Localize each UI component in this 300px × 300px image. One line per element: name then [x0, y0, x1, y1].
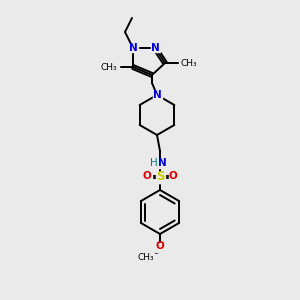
- Text: O: O: [156, 241, 164, 251]
- Bar: [179, 58, 199, 68]
- Bar: [155, 242, 164, 251]
- Text: N: N: [153, 90, 161, 100]
- Text: CH₃: CH₃: [101, 62, 117, 71]
- Bar: [151, 44, 160, 52]
- Text: O: O: [169, 171, 177, 181]
- Bar: [155, 172, 164, 181]
- Text: CH₃: CH₃: [181, 58, 197, 68]
- Text: N: N: [158, 158, 166, 168]
- Bar: [128, 44, 137, 52]
- Bar: [148, 158, 168, 167]
- Text: O: O: [142, 171, 152, 181]
- Bar: [99, 62, 119, 71]
- Text: CH₃: CH₃: [138, 253, 154, 262]
- Text: H: H: [150, 158, 158, 168]
- Bar: [135, 254, 157, 262]
- Text: N: N: [151, 43, 159, 53]
- Text: N: N: [129, 43, 137, 53]
- Bar: [152, 91, 161, 99]
- Bar: [142, 172, 152, 182]
- Text: S: S: [156, 169, 164, 182]
- Bar: [169, 172, 178, 182]
